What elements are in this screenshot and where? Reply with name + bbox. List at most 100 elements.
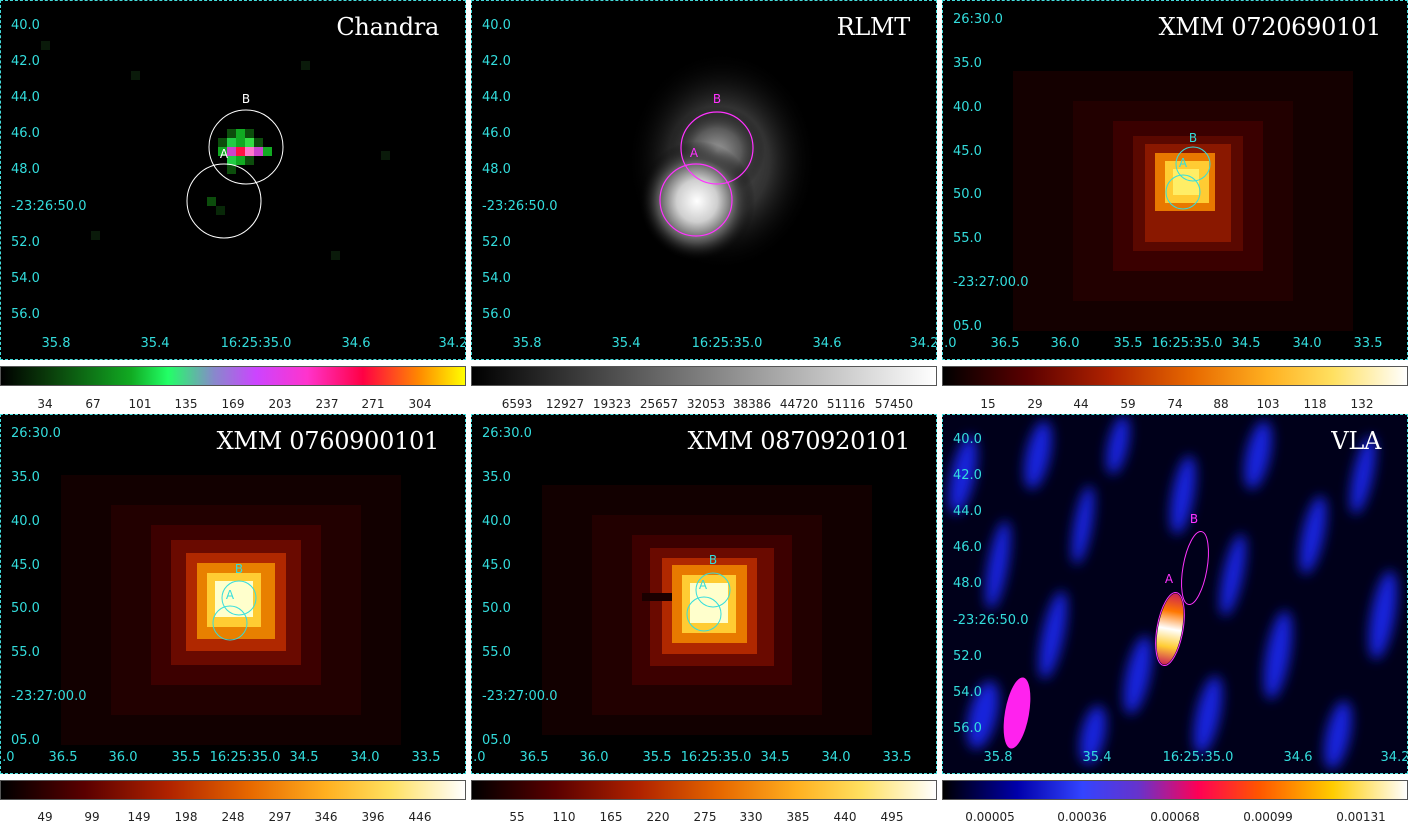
x-tick: 36.0	[579, 750, 609, 765]
x-tick: 34.5	[1231, 336, 1261, 351]
panel-xmm-0760900101: XMM 0760900101 B A 26:30.0 35.0 40.0 45.…	[0, 414, 466, 774]
x-tick: 16:25:35.0	[220, 336, 292, 351]
y-tick: 45.0	[482, 558, 511, 573]
y-tick: 44.0	[482, 90, 511, 105]
x-tick: 34.6	[1283, 750, 1313, 765]
x-tick: 16:25:35.0	[691, 336, 763, 351]
x-tick: 36.5	[519, 750, 549, 765]
colorbar-tick: 59	[1120, 397, 1136, 411]
colorbar-tick: 304	[408, 397, 432, 411]
colorbar-tick: 271	[361, 397, 385, 411]
y-tick: 46.0	[953, 540, 982, 555]
panel-vla: VLA B A 40.0 42.0 44.0 46.0 48.0 -23:26:…	[942, 414, 1408, 774]
x-tick: 36.5	[48, 750, 78, 765]
marker-a-label: A	[219, 147, 229, 161]
panel-title: Chandra	[336, 13, 439, 41]
colorbar-tick: 99	[84, 810, 100, 824]
panel-xmm-0720690101: XMM 0720690101 B A 26:30.0 35.0 40.0 45.…	[942, 0, 1408, 360]
colorbar-tick: 237	[315, 397, 339, 411]
colorbar-xmm-0720690101	[942, 366, 1408, 386]
x-tick: 34.5	[760, 750, 790, 765]
colorbar-tick: 51116	[826, 397, 866, 411]
x-tick: 34.0	[821, 750, 851, 765]
y-tick: -23:27:00.0	[11, 689, 87, 704]
y-tick: 35.0	[482, 470, 511, 485]
panel-xmm-0870920101: XMM 0870920101 B A 26:30.0 35.0 40.0 45.…	[471, 414, 937, 774]
y-tick: 26:30.0	[11, 426, 61, 441]
x-tick: 35.5	[642, 750, 672, 765]
colorbar-tick: 440	[833, 810, 857, 824]
marker-a-label: A	[225, 588, 235, 602]
colorbar-tick: 57450	[874, 397, 914, 411]
x-tick: 36.5	[990, 336, 1020, 351]
colorbar-tick: 220	[646, 810, 670, 824]
y-tick: 54.0	[482, 271, 511, 286]
marker-a-label: A	[1178, 156, 1188, 170]
x-tick: 34.2	[1380, 750, 1408, 765]
colorbar-tick: 118	[1303, 397, 1327, 411]
colorbar-tick: 135	[174, 397, 198, 411]
y-tick: 50.0	[482, 601, 511, 616]
y-tick: 52.0	[482, 235, 511, 250]
x-tick: 35.8	[983, 750, 1013, 765]
colorbar-tick: 44	[1073, 397, 1089, 411]
marker-a-label: A	[698, 578, 708, 592]
x-tick: 16:25:35.0	[209, 750, 281, 765]
panel-title: RLMT	[836, 13, 911, 41]
colorbar-tick: 0.00131	[1336, 810, 1386, 824]
colorbar-tick: 32053	[686, 397, 726, 411]
y-tick: 40.0	[11, 18, 40, 33]
y-tick: 55.0	[953, 231, 982, 246]
y-tick: 48.0	[11, 162, 40, 177]
colorbar-tick: 385	[786, 810, 810, 824]
y-tick: 40.0	[482, 18, 511, 33]
y-tick: 45.0	[11, 558, 40, 573]
x-tick: 35.8	[41, 336, 71, 351]
panel-title: XMM 0720690101	[1158, 13, 1382, 41]
y-tick: 42.0	[482, 54, 511, 69]
colorbar-tick: 15	[980, 397, 996, 411]
x-tick: 37.0	[1, 750, 15, 765]
y-tick: 40.0	[482, 514, 511, 529]
colorbar-tick: 110	[552, 810, 576, 824]
x-tick: 35.4	[611, 336, 641, 351]
y-tick: 46.0	[11, 126, 40, 141]
x-tick: 34.5	[289, 750, 319, 765]
xmm-0720690101-image	[943, 1, 1407, 359]
colorbar-tick: 248	[221, 810, 245, 824]
colorbar-xmm-0870920101	[471, 780, 937, 800]
colorbar-tick: 275	[693, 810, 717, 824]
y-tick: 52.0	[953, 649, 982, 664]
x-tick: 34.6	[341, 336, 371, 351]
marker-b-label: B	[1188, 131, 1198, 145]
panel-chandra: Chandra B A 40.0 42.0 44.0 46.0 48.0 -23…	[0, 0, 466, 360]
y-tick: 26:30.0	[953, 12, 1003, 27]
y-tick: -23:26:50.0	[11, 199, 87, 214]
y-tick: -23:26:50.0	[482, 199, 558, 214]
colorbar-tick: 55	[509, 810, 525, 824]
y-tick: 26:30.0	[482, 426, 532, 441]
y-tick: 55.0	[482, 645, 511, 660]
panel-title: VLA	[1331, 427, 1381, 455]
colorbar-tick: 103	[1256, 397, 1280, 411]
y-tick: 54.0	[11, 271, 40, 286]
colorbar-tick: 149	[127, 810, 151, 824]
y-tick: 45.0	[953, 144, 982, 159]
marker-b-label: B	[712, 92, 722, 106]
x-tick: 35.5	[171, 750, 201, 765]
colorbar-tick: 297	[268, 810, 292, 824]
x-tick: 35.4	[1082, 750, 1112, 765]
marker-b-label: B	[708, 553, 718, 567]
colorbar-tick: 19323	[592, 397, 632, 411]
rlmt-image	[472, 1, 936, 359]
y-tick: 40.0	[11, 514, 40, 529]
y-tick: -23:26:50.0	[953, 613, 1029, 628]
colorbar-xmm-0760900101	[0, 780, 466, 800]
colorbar-tick: 12927	[545, 397, 585, 411]
x-tick: 37.0	[472, 750, 486, 765]
y-tick: 40.0	[953, 432, 982, 447]
y-tick: 50.0	[953, 187, 982, 202]
colorbar-tick: 132	[1350, 397, 1374, 411]
colorbar-tick: 495	[880, 810, 904, 824]
y-tick: 35.0	[953, 56, 982, 71]
